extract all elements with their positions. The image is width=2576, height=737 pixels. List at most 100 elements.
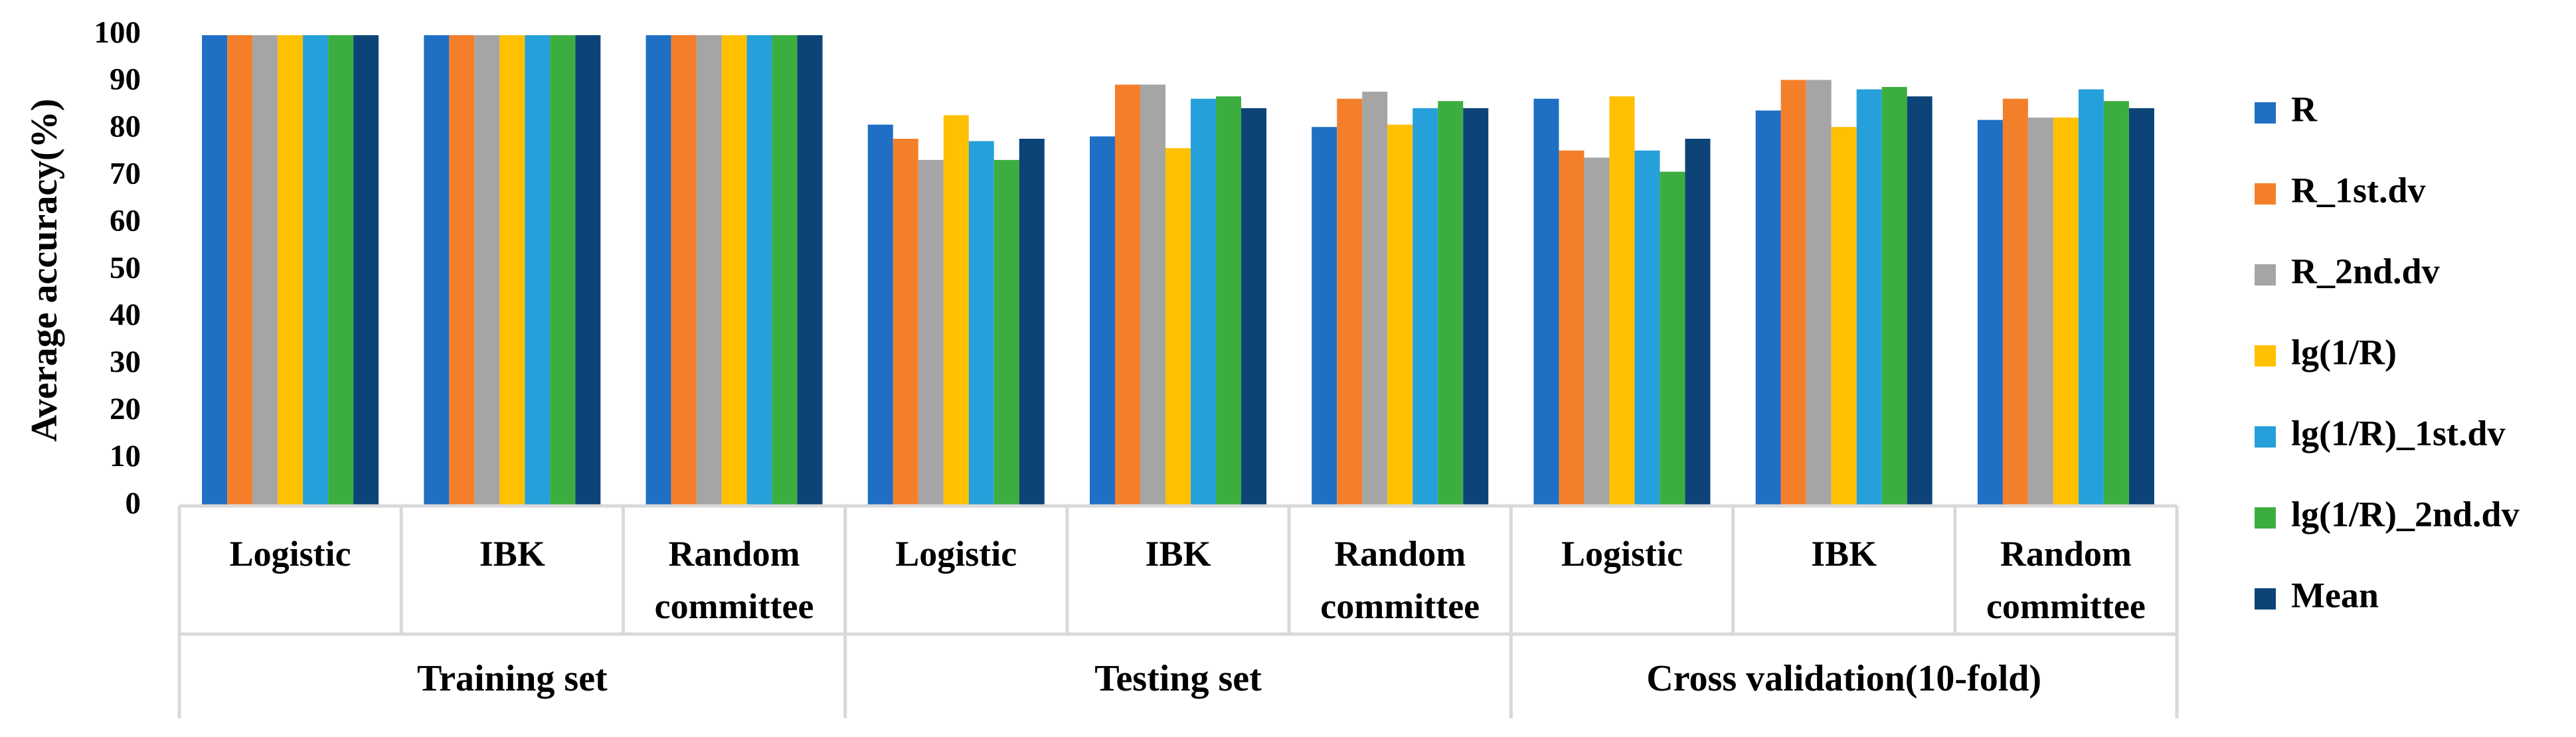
bar [1806,80,1832,507]
bar [1780,80,1806,507]
bar [2027,118,2053,506]
legend-label: R_1st.dv [2291,170,2426,210]
legend-swatch [2255,264,2276,286]
y-tick-label: 50 [110,250,141,285]
bar [1115,84,1140,506]
y-tick-label: 100 [94,15,141,50]
bar [671,35,697,506]
bar [424,35,450,506]
bar [1881,86,1907,507]
bar [2078,89,2104,506]
bar [550,35,576,506]
bar [1387,124,1413,506]
bar [2053,118,2079,506]
bar [575,35,601,506]
legend-item: R [2255,89,2318,129]
bar [1019,138,1045,507]
y-tick-label: 70 [110,156,141,191]
legend-swatch [2255,426,2276,448]
bar [943,115,969,506]
bar [2128,108,2154,506]
category-label: Logistic [1561,534,1683,574]
bar [1165,148,1191,506]
y-tick-label: 30 [110,345,141,379]
bar [449,35,475,506]
bar [797,35,823,506]
bar [328,35,354,506]
y-tick-label: 60 [110,203,141,238]
bar [252,35,278,506]
bar [772,35,798,506]
bar [1337,98,1363,507]
y-axis-label: Average accuracy(%) [24,99,65,442]
bar [2103,101,2129,506]
bar [353,35,379,506]
bar [1362,92,1388,506]
bar [1438,101,1464,506]
legend-swatch [2255,183,2276,205]
bar [1463,108,1489,506]
bar [1140,84,1165,506]
category-label: Random committee [1986,534,2146,626]
bar [1977,120,2003,506]
bar [499,35,525,506]
y-axis-ticks: 0 10 20 30 40 50 60 70 80 90 100 [94,15,141,521]
category-label: IBK [479,534,545,574]
legend-swatch [2255,102,2276,123]
bar [893,138,918,507]
y-tick-label: 90 [110,62,141,97]
legend-label: Mean [2291,575,2379,615]
bar [474,35,500,506]
bar [2002,98,2028,507]
category-label: Random committee [655,534,814,626]
legend-label: R_2nd.dv [2291,251,2440,291]
bar [1584,157,1610,507]
bar [1533,98,1559,507]
bar [968,141,994,506]
bar [1090,136,1115,506]
bar [1609,96,1635,507]
bar [1634,150,1660,506]
bar [303,35,329,506]
bar [1660,171,1685,506]
legend: R R_1st.dv R_2nd.dv lg(1/R) lg(1/R)_1st.dvlg… [2255,89,2520,615]
bar [1191,98,1216,507]
category-label: Logistic [895,534,1017,574]
bar [1413,108,1438,506]
category-label: Random committee [1320,534,1480,626]
legend-label: lg(1/R) [2291,332,2397,372]
bar [993,159,1019,506]
bar [525,35,551,506]
group-label: Testing set [1094,658,1262,699]
group-labels: Training set Testing set Cross validation(… [417,658,2041,699]
bar [1559,150,1585,506]
bar [202,35,228,506]
legend-item: lg(1/R)_2nd.dv [2255,494,2520,534]
bar [867,124,893,506]
legend-item: R_1st.dv [2255,170,2426,210]
y-tick-label: 80 [110,110,141,144]
bar [1216,96,1241,507]
category-label: IBK [1811,534,1877,574]
bar [918,159,944,506]
bar [1907,96,1932,507]
axes [177,504,2179,718]
legend-swatch [2255,507,2276,529]
bar [696,35,722,506]
legend-item: R_2nd.dv [2255,251,2440,291]
y-tick-label: 40 [110,297,141,332]
legend-item: lg(1/R) [2255,332,2397,372]
legend-item: lg(1/R)_1st.dv [2255,413,2506,453]
legend-item: Mean [2255,575,2379,615]
bar [1241,108,1266,506]
legend-swatch [2255,588,2276,610]
legend-label: lg(1/R)_2nd.dv [2291,494,2520,534]
bar [1755,110,1781,506]
legend-swatch [2255,345,2276,367]
bar [1856,89,1882,506]
group-label: Cross validation(10-fold) [1646,658,2041,699]
bar [746,35,772,506]
bar [1312,127,1337,506]
y-tick-label: 20 [110,392,141,426]
